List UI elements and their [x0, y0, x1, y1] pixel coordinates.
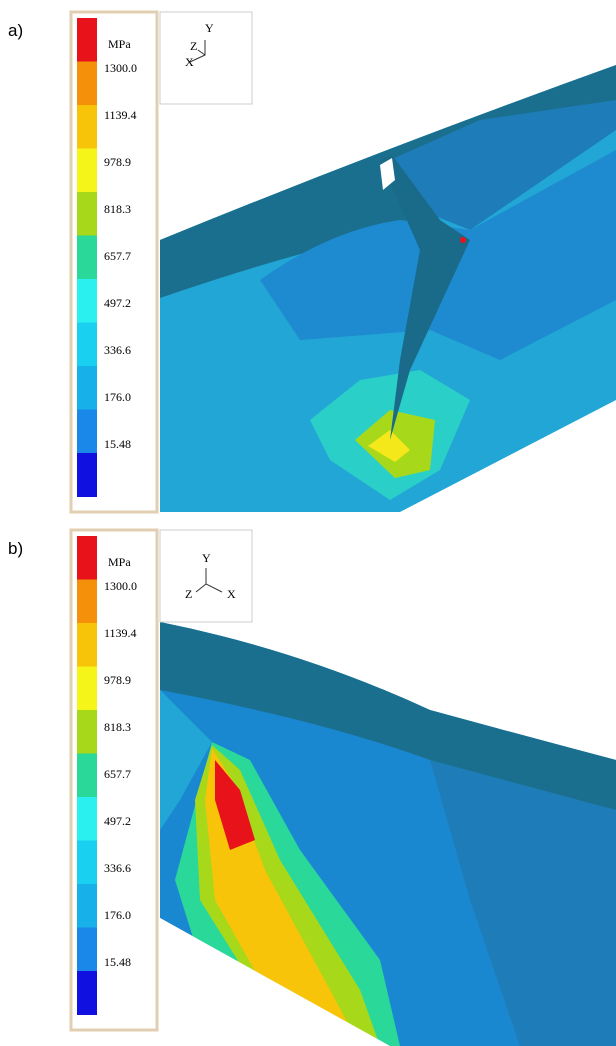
axis-box	[159, 11, 253, 105]
legend-swatch	[77, 927, 97, 972]
axis-z: Z	[190, 39, 197, 53]
legend-swatch	[77, 623, 97, 667]
legend-value: 176.0	[104, 390, 131, 404]
panel: a) MPa 1300.0 1139.4 978.9 818.3 657.7 497.2 336…	[8, 10, 253, 514]
legend-swatch	[77, 61, 97, 106]
legend-swatch	[77, 536, 97, 580]
legend-value: 657.7	[104, 249, 131, 263]
legend-value: 336.6	[104, 861, 131, 875]
legend-unit: MPa	[108, 37, 131, 51]
axis-x: X	[185, 55, 194, 69]
legend-swatch	[77, 840, 97, 885]
legend-value: 978.9	[104, 673, 131, 687]
legend-value: 818.3	[104, 202, 131, 216]
legend-swatch	[77, 884, 97, 928]
axis-y: Y	[202, 551, 211, 565]
legend-swatch	[77, 971, 97, 1015]
panel-label: a)	[8, 21, 23, 40]
axis-triad	[189, 40, 206, 63]
legend-value: 15.48	[104, 437, 131, 451]
legend-swatch	[77, 18, 97, 62]
legend-unit: MPa	[108, 555, 131, 569]
legend-value: 336.6	[104, 343, 131, 357]
legend-swatch	[77, 235, 97, 280]
panel: b) MPa 1300.0 1139.4 978.9 818.3 657.7 497.2 336…	[8, 528, 253, 1032]
legend-value: 978.9	[104, 155, 131, 169]
legend-swatch	[77, 105, 97, 149]
legend-swatch	[77, 710, 97, 754]
legend-value: 497.2	[104, 814, 131, 828]
panel-label: b)	[8, 539, 23, 558]
axis-triad	[195, 568, 223, 593]
axis-x: X	[227, 587, 236, 601]
legend-swatch	[77, 279, 97, 323]
legend-swatch	[77, 797, 97, 841]
legend-value: 497.2	[104, 296, 131, 310]
legend-swatch	[77, 148, 97, 193]
legend-value: 1300.0	[104, 61, 137, 75]
legend-value: 1139.4	[104, 108, 137, 122]
legend-swatch	[77, 453, 97, 497]
legend-swatch	[77, 322, 97, 367]
panels: a) MPa 1300.0 1139.4 978.9 818.3 657.7 497.2 336…	[8, 10, 253, 1032]
legend-value: 1139.4	[104, 626, 137, 640]
legend-value: 1300.0	[104, 579, 137, 593]
legend-value: 176.0	[104, 908, 131, 922]
legend-swatch	[77, 666, 97, 711]
axis-y: Y	[205, 21, 214, 35]
legend-swatch	[77, 579, 97, 624]
model-b	[160, 622, 616, 1046]
legend-swatch	[77, 753, 97, 798]
model-a	[160, 65, 616, 512]
legend-value: 818.3	[104, 720, 131, 734]
legend-value: 657.7	[104, 767, 131, 781]
legend-swatch	[77, 366, 97, 410]
axis-z: Z	[185, 587, 192, 601]
legend-swatch	[77, 409, 97, 454]
legend-swatch	[77, 192, 97, 236]
legend-value: 15.48	[104, 955, 131, 969]
